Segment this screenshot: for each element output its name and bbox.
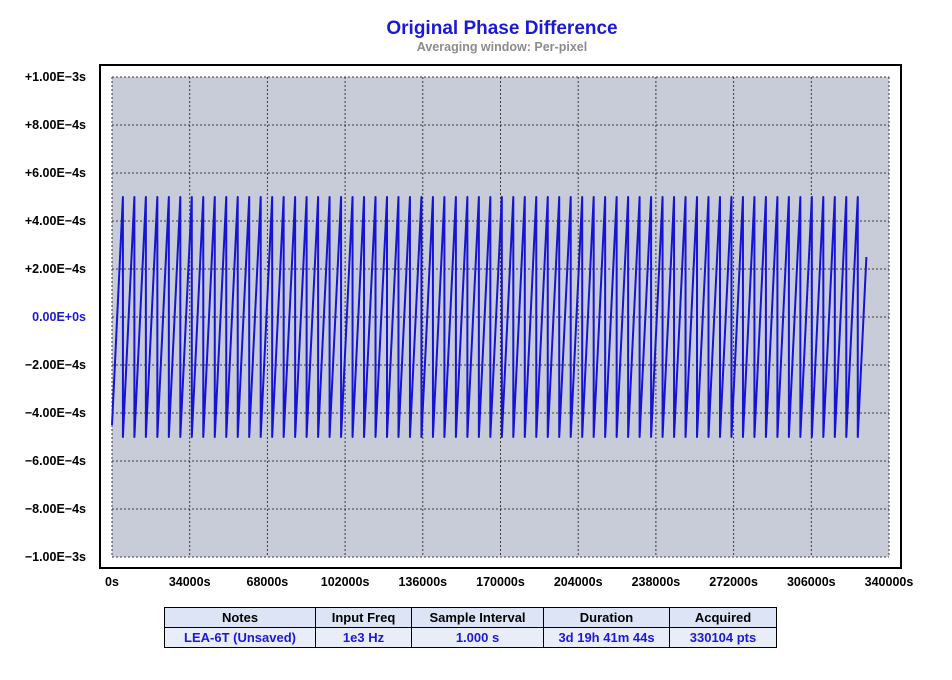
value-notes: LEA-6T (Unsaved) bbox=[164, 627, 316, 648]
phase-chart: +1.00E−3s +8.00E−4s +6.00E−4s +4.00E−4s +2.0… bbox=[25, 70, 914, 589]
x-tick-label: 0s bbox=[105, 575, 119, 589]
x-tick-label: 306000s bbox=[787, 575, 836, 589]
x-tick-label: 68000s bbox=[247, 575, 289, 589]
y-tick-label: +4.00E−4s bbox=[25, 214, 86, 228]
x-tick-label: 204000s bbox=[554, 575, 603, 589]
y-tick-label: −8.00E−4s bbox=[25, 502, 86, 516]
x-tick-label: 272000s bbox=[709, 575, 758, 589]
chart-title: Original Phase Difference bbox=[386, 18, 618, 39]
x-tick-label: 102000s bbox=[321, 575, 370, 589]
header-acquired: Acquired bbox=[669, 607, 777, 628]
y-tick-label: 0.00E+0s bbox=[32, 310, 86, 324]
header-input-freq: Input Freq bbox=[315, 607, 412, 628]
info-value-row: LEA-6T (Unsaved) 1e3 Hz 1.000 s 3d 19h 4… bbox=[164, 627, 777, 648]
value-input-freq: 1e3 Hz bbox=[315, 627, 412, 648]
value-duration: 3d 19h 41m 44s bbox=[543, 627, 670, 648]
info-table: Notes Input Freq Sample Interval Duratio… bbox=[164, 607, 777, 648]
x-tick-label: 238000s bbox=[632, 575, 681, 589]
value-sample-interval: 1.000 s bbox=[411, 627, 544, 648]
y-tick-label: +2.00E−4s bbox=[25, 262, 86, 276]
info-header-row: Notes Input Freq Sample Interval Duratio… bbox=[164, 607, 777, 628]
y-tick-label: −6.00E−4s bbox=[25, 454, 86, 468]
y-tick-label: +6.00E−4s bbox=[25, 166, 86, 180]
y-tick-label: −2.00E−4s bbox=[25, 358, 86, 372]
header-sample-interval: Sample Interval bbox=[411, 607, 544, 628]
x-tick-label: 136000s bbox=[398, 575, 447, 589]
y-tick-label: −1.00E−3s bbox=[25, 550, 86, 564]
x-tick-label: 340000s bbox=[865, 575, 914, 589]
y-tick-label: +8.00E−4s bbox=[25, 118, 86, 132]
header-notes: Notes bbox=[164, 607, 316, 628]
header-duration: Duration bbox=[543, 607, 670, 628]
y-tick-label: +1.00E−3s bbox=[25, 70, 86, 84]
chart-subtitle: Averaging window: Per-pixel bbox=[416, 40, 588, 54]
x-tick-label: 34000s bbox=[169, 575, 211, 589]
x-tick-label: 170000s bbox=[476, 575, 525, 589]
y-tick-label: −4.00E−4s bbox=[25, 406, 86, 420]
value-acquired: 330104 pts bbox=[669, 627, 777, 648]
phase-series-line bbox=[111, 196, 868, 438]
